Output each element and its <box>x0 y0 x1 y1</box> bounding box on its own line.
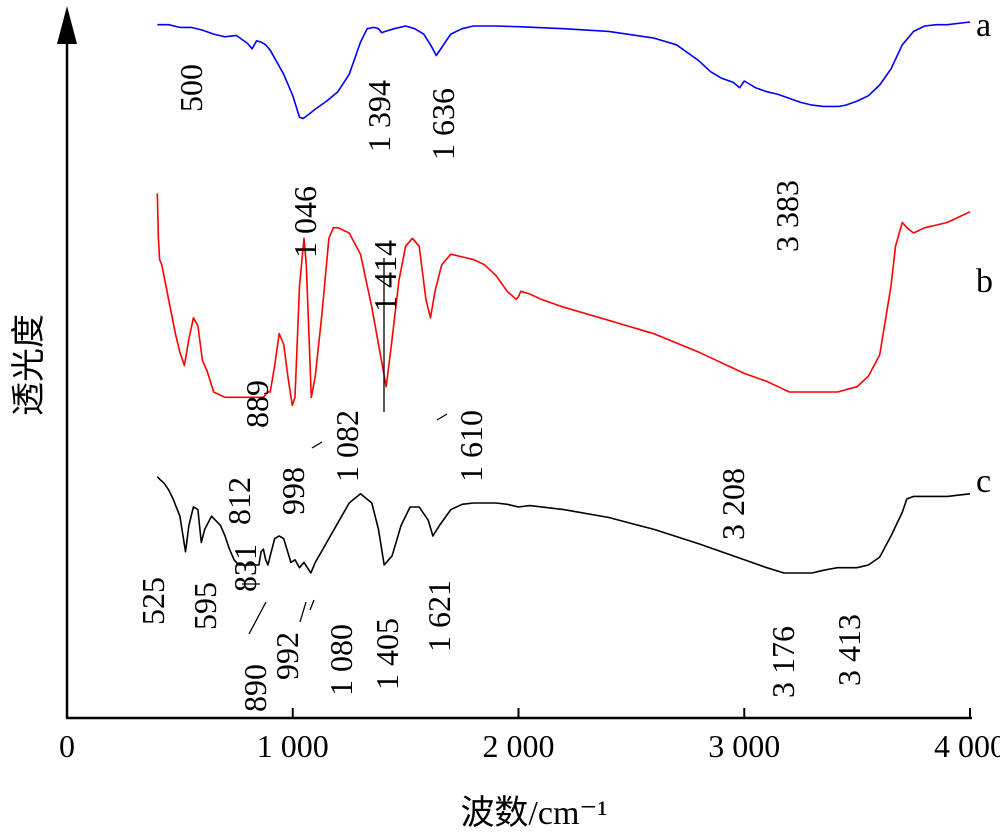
peak-label: 998 <box>275 467 311 515</box>
peak-label: 500 <box>173 64 209 112</box>
peak-label: 3 208 <box>715 468 751 540</box>
leader-line <box>309 599 315 611</box>
peak-label: 525 <box>135 577 171 625</box>
x-tick-label: 0 <box>59 728 75 764</box>
peak-label: 992 <box>269 632 305 680</box>
peak-label: 1 414 <box>367 240 403 312</box>
peak-label: 1 636 <box>425 88 461 160</box>
leader-line <box>299 601 307 623</box>
peak-annotations: 500 1 046 1 394 1 636 3 383 889 812 998 1 082 1 4… <box>135 64 867 712</box>
peak-label: 595 <box>187 582 223 630</box>
x-ticks: 0 1 000 2 000 3 000 4 000 <box>59 708 1000 764</box>
peak-label: 1 610 <box>453 410 489 482</box>
series-layer <box>156 21 971 574</box>
peak-label: 889 <box>239 380 275 428</box>
x-tick-label: 4 000 <box>934 728 1000 764</box>
x-tick-label: 2 000 <box>483 728 555 764</box>
series-line-a <box>157 21 971 120</box>
peak-label: 831 <box>227 544 263 592</box>
curve-label-a: a <box>976 7 991 44</box>
x-tick-label: 3 000 <box>708 728 780 764</box>
peak-label: 3 176 <box>765 626 801 698</box>
x-axis-title: 波数/cm⁻¹ <box>460 794 607 832</box>
leader-line <box>248 601 267 635</box>
series-line-b <box>156 193 971 407</box>
peak-label: 1 080 <box>323 624 359 696</box>
peak-label: 812 <box>221 477 257 525</box>
y-axis-arrow <box>57 6 77 44</box>
leader-line <box>436 413 448 421</box>
peak-label: 3 413 <box>831 614 867 686</box>
curve-label-b: b <box>976 263 993 300</box>
x-tick-label: 1 000 <box>257 728 329 764</box>
peak-label: 890 <box>237 664 273 712</box>
series-line-c <box>156 476 971 574</box>
curve-labels: a b c <box>976 7 993 500</box>
y-axis-title: 透光度 <box>10 314 48 416</box>
peak-label: 1 394 <box>361 80 397 152</box>
peak-label: 1 621 <box>421 580 457 652</box>
curve-label-c: c <box>976 463 991 500</box>
leader-line <box>311 441 323 449</box>
peak-label: 3 383 <box>769 180 805 252</box>
peak-label: 1 046 <box>287 186 323 258</box>
peak-label: 1 405 <box>369 618 405 690</box>
peak-label: 1 082 <box>329 410 365 482</box>
